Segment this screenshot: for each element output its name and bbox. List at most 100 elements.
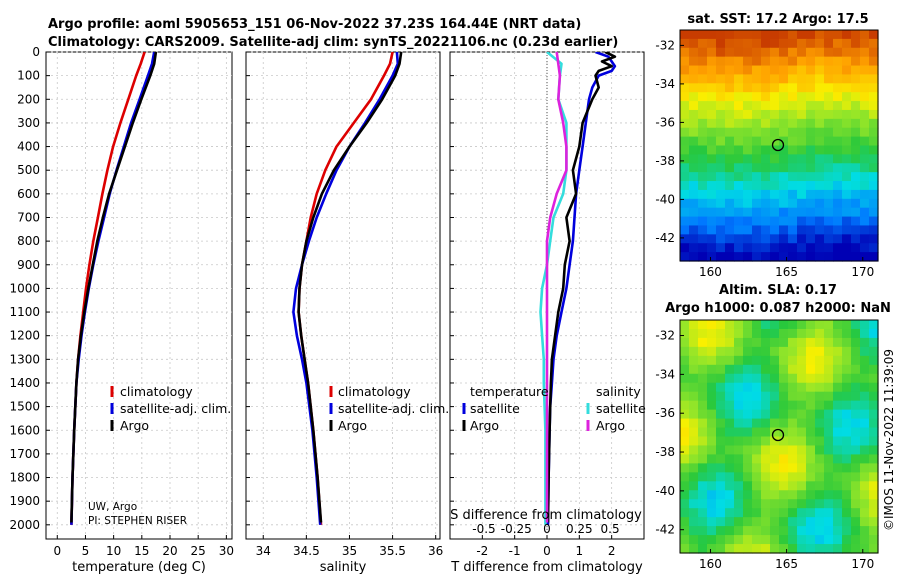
sst-cell (842, 83, 852, 93)
map-y-tick-label: -40 (655, 484, 675, 498)
sla-cell (698, 436, 708, 447)
sla-cell (725, 320, 735, 330)
sst-cell (716, 216, 726, 227)
sla-cell (698, 463, 708, 473)
sla-cell (788, 328, 798, 339)
sst-cell (725, 207, 735, 218)
sst-cell (779, 136, 789, 147)
sst-cell (833, 30, 843, 40)
sla-cell (833, 409, 843, 420)
sla-cell (761, 472, 771, 482)
legend-label-satellite: satellite-adj. clim. (120, 401, 231, 416)
sla-cell (698, 373, 708, 384)
sst-cell (716, 172, 726, 182)
y-tick-label: 300 (17, 116, 40, 130)
sla-cell (833, 355, 843, 366)
sst-cell (833, 154, 843, 164)
sla-cell (689, 346, 699, 357)
sst-cell (869, 56, 879, 67)
sla-cell (770, 328, 780, 339)
sst-cell (833, 252, 843, 262)
sst-cell (806, 127, 816, 138)
sst-cell (770, 154, 780, 164)
sla-cell (869, 499, 879, 509)
sst-cell (851, 38, 861, 49)
sst-cell (824, 243, 834, 253)
sst-cell (707, 74, 717, 84)
sla-cell (788, 409, 798, 420)
sla-cell (689, 418, 699, 429)
sla-cell (743, 328, 753, 339)
sst-cell (761, 30, 771, 40)
sst-cell (752, 154, 762, 164)
sst-cell (698, 163, 708, 173)
x-tick-label: 30 (219, 544, 234, 558)
sst-cell (824, 163, 834, 173)
sla-cell (770, 409, 780, 420)
sst-cell (851, 163, 861, 173)
sst-cell (752, 38, 762, 49)
sla-cell (833, 535, 843, 545)
sst-cell (779, 65, 789, 76)
sst-cell (779, 118, 789, 129)
sst-cell (815, 207, 825, 218)
sla-cell (743, 427, 753, 438)
sst-cell (689, 83, 699, 93)
sst-cell (860, 189, 870, 200)
sla-cell (797, 535, 807, 545)
sst-cell (833, 83, 843, 93)
sst-cell (716, 109, 726, 120)
map-x-tick-label: 170 (851, 265, 874, 279)
sla-cell (842, 427, 852, 438)
sla-cell (734, 427, 744, 438)
sst-cell (770, 234, 780, 244)
sst-cell (797, 189, 807, 200)
legend-label-climatology: climatology (120, 384, 193, 399)
sst-cell (716, 101, 726, 111)
sst-cell (707, 136, 717, 147)
sst-cell (869, 243, 879, 253)
sst-cell (689, 38, 699, 49)
sla-cell (734, 499, 744, 509)
sst-cell (689, 56, 699, 67)
sla-cell (860, 391, 870, 402)
sla-cell (833, 418, 843, 429)
sst-cell (860, 198, 870, 209)
sla-cell (680, 320, 690, 330)
sst-cell (680, 216, 690, 227)
sst-cell (734, 234, 744, 244)
sla-cell (761, 391, 771, 402)
sst-cell (806, 83, 816, 93)
sst-cell (752, 198, 762, 209)
sst-cell (824, 225, 834, 235)
x-tick-label: 2 (608, 544, 616, 558)
sst-cell (851, 154, 861, 164)
sla-cell (752, 355, 762, 366)
sla-cell (761, 346, 771, 357)
sla-cell (752, 400, 762, 411)
sst-cell (815, 216, 825, 227)
sst-cell (680, 127, 690, 138)
sst-cell (752, 234, 762, 244)
sst-cell (752, 145, 762, 155)
sla-cell (770, 436, 780, 447)
sst-cell (716, 252, 726, 262)
sla-cell (779, 320, 789, 330)
legend-header-salinity: salinity (596, 384, 641, 399)
sla-cell (734, 472, 744, 482)
sla-cell (680, 544, 690, 554)
sla-cell (815, 454, 825, 464)
sst-cell (815, 181, 825, 191)
sla-cell (806, 337, 816, 348)
sst-cell (743, 74, 753, 84)
sla-cell (716, 526, 726, 536)
sst-cell (815, 30, 825, 40)
top-x-tick-label: 0.25 (566, 522, 593, 536)
sla-cell (806, 544, 816, 554)
y-tick-label: 1700 (9, 447, 40, 461)
sst-cell (689, 181, 699, 191)
sla-cell (716, 328, 726, 339)
sla-cell (707, 320, 717, 330)
sst-cell (770, 207, 780, 218)
sst-cell (725, 234, 735, 244)
